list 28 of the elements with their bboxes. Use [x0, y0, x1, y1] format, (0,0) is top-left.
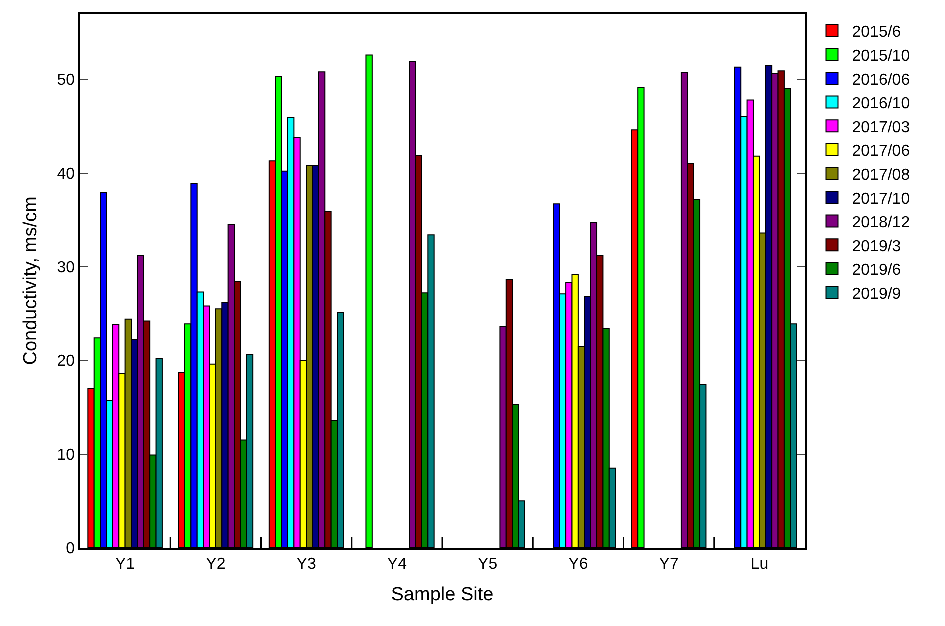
legend-label: 2015/6 — [852, 24, 902, 42]
x-tick-label: Y5 — [478, 556, 498, 573]
y-axis-title: Conductivity, ms/cm — [20, 196, 42, 366]
legend-label: 2016/10 — [852, 96, 910, 113]
legend-label: 2017/08 — [852, 166, 910, 184]
legend-label: 2018/12 — [852, 214, 910, 232]
legend-label: 2017/03 — [852, 119, 910, 136]
y-tick-label: 50 — [57, 72, 76, 90]
legend-label: 2019/9 — [852, 286, 902, 303]
legend-label: 2016/06 — [852, 72, 910, 89]
x-axis-title: Sample Site — [391, 584, 494, 606]
x-tick-label: Y3 — [296, 556, 316, 573]
x-tick-label: Y1 — [116, 556, 136, 573]
y-tick-label: 40 — [57, 166, 76, 183]
legend-label: 2017/06 — [852, 143, 910, 160]
x-tick-label: Y4 — [387, 556, 408, 573]
y-tick-label: 20 — [57, 353, 76, 370]
y-tick-label: 30 — [57, 260, 76, 277]
y-tick-label: 10 — [57, 446, 76, 464]
legend-label: 2019/6 — [852, 262, 902, 280]
x-tick-label: Y6 — [568, 556, 588, 573]
x-tick-label: Y2 — [206, 556, 226, 573]
legend-label: 2019/3 — [852, 238, 902, 256]
x-tick-label: Lu — [750, 556, 769, 573]
legend-label: 2017/10 — [852, 190, 910, 208]
y-tick-label: 0 — [66, 540, 76, 558]
x-tick-label: Y7 — [659, 556, 679, 573]
legend-label: 2015/10 — [852, 48, 910, 65]
